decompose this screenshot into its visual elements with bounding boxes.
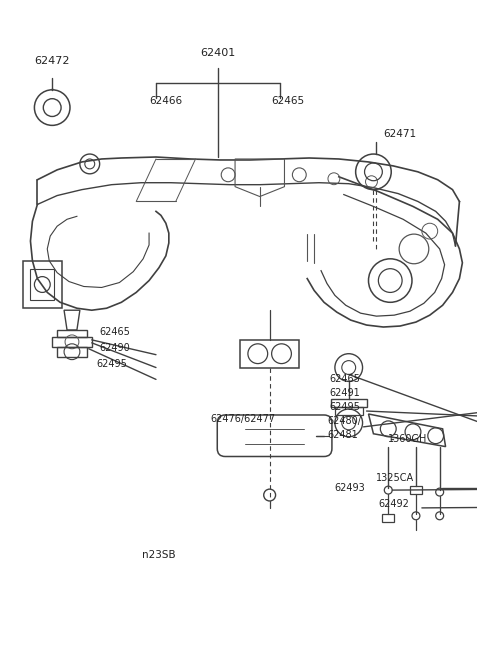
Text: 62480/: 62480/ xyxy=(327,416,361,426)
Text: 1325CA: 1325CA xyxy=(376,473,415,484)
Text: 62491: 62491 xyxy=(329,388,360,398)
Text: 62401: 62401 xyxy=(201,48,236,58)
Text: 62466: 62466 xyxy=(149,96,182,106)
Text: 62492: 62492 xyxy=(378,499,409,509)
Text: 62476/62477: 62476/62477 xyxy=(210,414,276,424)
Text: 62465: 62465 xyxy=(272,96,305,106)
Text: 62465: 62465 xyxy=(329,374,360,384)
Text: 62490: 62490 xyxy=(100,343,131,353)
Text: 62493: 62493 xyxy=(334,483,365,493)
Text: 1360GH: 1360GH xyxy=(388,434,428,443)
Text: n23SB: n23SB xyxy=(142,551,176,560)
Text: 62495: 62495 xyxy=(96,359,128,369)
Text: 62481: 62481 xyxy=(327,430,358,440)
Text: 62472: 62472 xyxy=(35,56,70,66)
Text: 62465: 62465 xyxy=(100,327,131,337)
Text: 62495: 62495 xyxy=(329,402,360,412)
Text: 62471: 62471 xyxy=(384,129,417,139)
